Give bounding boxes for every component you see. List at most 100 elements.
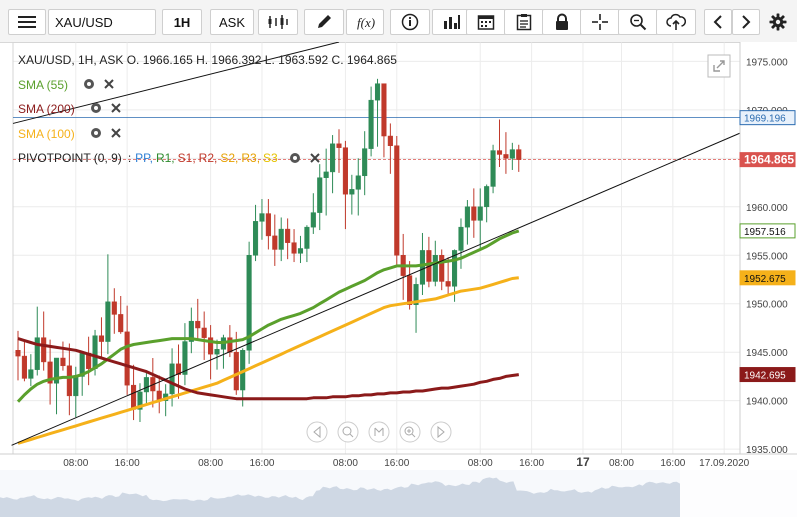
calendar-button[interactable] — [466, 9, 506, 35]
legend-pivot-item: S1, — [178, 151, 196, 165]
zoom-out-button[interactable] — [337, 421, 359, 443]
upload-button[interactable] — [656, 9, 696, 35]
scroll-forward-button[interactable] — [430, 421, 452, 443]
price-tag-sma100 — [739, 270, 796, 286]
expand-icon — [713, 60, 725, 72]
time-tick-label: 08:00 — [63, 458, 88, 469]
candle-body — [490, 150, 496, 187]
sma200-settings-button[interactable] — [91, 103, 101, 113]
candle-body — [477, 206, 483, 221]
legend-pivot-prefix: PIVOTPOINT (0, 9) — [18, 151, 122, 165]
time-tick-label: 08:00 — [468, 458, 493, 469]
candle-body — [246, 255, 252, 351]
clipboard-button[interactable] — [504, 9, 544, 35]
sma100-line — [17, 276, 519, 445]
price-chart[interactable]: 1935.000 1940.000 1945.000 1950.000 1955.000… — [0, 42, 797, 517]
expand-chart-button[interactable] — [707, 54, 731, 78]
time-axis: 08:00 16:00 08:00 16:00 08:00 16:00 08:00 16:00… — [0, 453, 797, 469]
reset-zoom-button[interactable] — [368, 421, 390, 443]
lock-button[interactable] — [542, 9, 582, 35]
chart-type-icon — [268, 15, 288, 29]
candle-body — [66, 365, 72, 397]
candle-body — [118, 314, 124, 333]
legend: XAU/USD, 1H, ASK O. 1966.165 H. 1966.392… — [18, 53, 397, 165]
upload-icon — [666, 13, 686, 30]
candle-body — [387, 135, 393, 146]
candle-body — [92, 335, 98, 369]
legend-pivot: PIVOTPOINT (0, 9): PP, R1, S1, R2, S2, R3, S3 — [18, 151, 278, 165]
candle-body — [471, 206, 477, 221]
toolbar: XAU/USD 1H ASK f(x) — [0, 0, 797, 43]
price-tick-label: 1950.000 — [746, 300, 788, 311]
pivot-settings-button[interactable] — [290, 153, 300, 163]
function-button[interactable]: f(x) — [346, 9, 384, 35]
candle-body — [111, 301, 117, 315]
price-tag-sma200 — [739, 367, 796, 383]
time-tick-label: 08:00 — [198, 458, 223, 469]
timeframe-label: 1H — [173, 14, 191, 30]
price-tick-label: 1960.000 — [746, 203, 788, 214]
candle-body — [252, 221, 259, 256]
scroll-left-button[interactable] — [704, 9, 732, 35]
price-tag-label: 1942.695 — [744, 371, 786, 382]
price-tag-last — [739, 152, 796, 168]
candle-body — [214, 349, 220, 355]
draw-button[interactable] — [304, 9, 344, 35]
chart-type-button[interactable] — [258, 9, 298, 35]
svg-text:f(x): f(x) — [357, 15, 375, 30]
candle-body — [496, 150, 503, 155]
legend-pivot-item: R1, — [156, 151, 175, 165]
sma55-remove-button[interactable] — [104, 79, 114, 89]
candle-body — [53, 357, 60, 384]
menu-button[interactable] — [8, 9, 46, 35]
volume-button[interactable] — [432, 9, 472, 35]
zoom-button[interactable] — [618, 9, 658, 35]
legend-pivot-item: S2, — [220, 151, 238, 165]
candle-body — [291, 242, 297, 254]
candle-body — [413, 284, 419, 305]
candle-body — [323, 171, 329, 178]
candle-body — [432, 255, 438, 282]
legend-sma55: SMA (55) — [18, 78, 68, 92]
candle-body — [516, 149, 522, 160]
clipboard-icon — [516, 14, 532, 31]
price-tag-label: 1969.196 — [744, 114, 786, 125]
crosshair-button[interactable] — [580, 9, 620, 35]
plot-border — [12, 42, 741, 455]
candle-body — [374, 83, 381, 101]
draw-icon — [318, 15, 331, 28]
symbol-selector[interactable]: XAU/USD — [48, 9, 156, 35]
candle-body — [336, 143, 342, 148]
price-axis-bg — [740, 42, 797, 454]
navigator[interactable] — [0, 470, 797, 517]
sma55-settings-button[interactable] — [84, 79, 94, 89]
scroll-right-button[interactable] — [732, 9, 760, 35]
scroll-back-button[interactable] — [306, 421, 328, 443]
candle-body — [503, 154, 509, 159]
candle-body — [60, 357, 66, 367]
zoom-icon — [630, 14, 647, 31]
candle-body — [259, 213, 265, 222]
sma100-remove-button[interactable] — [111, 128, 121, 138]
time-tick-label: 16:00 — [660, 458, 685, 469]
candle-body — [445, 281, 451, 287]
candle-body — [21, 355, 27, 379]
pivot-remove-button[interactable] — [310, 153, 320, 163]
price-type-selector[interactable]: ASK — [210, 9, 254, 35]
price-axis: 1935.000 1940.000 1945.000 1950.000 1955.000… — [739, 42, 797, 456]
info-button[interactable] — [390, 9, 430, 35]
legend-pivot-item: S3 — [263, 151, 278, 165]
zoom-in-button[interactable] — [399, 421, 421, 443]
candle-body — [349, 189, 355, 195]
settings-button[interactable] — [764, 9, 792, 35]
candle-body — [439, 255, 445, 282]
sma55-line — [16, 229, 520, 403]
candle-body — [233, 351, 239, 391]
sma200-remove-button[interactable] — [111, 103, 121, 113]
price-tick-label: 1940.000 — [746, 397, 788, 408]
candle-body — [394, 145, 400, 256]
sma100-settings-button[interactable] — [91, 128, 101, 138]
timeframe-selector[interactable]: 1H — [162, 9, 202, 35]
time-tick-label: 08:00 — [333, 458, 358, 469]
time-tick-label: 17.09.2020 — [699, 458, 749, 469]
